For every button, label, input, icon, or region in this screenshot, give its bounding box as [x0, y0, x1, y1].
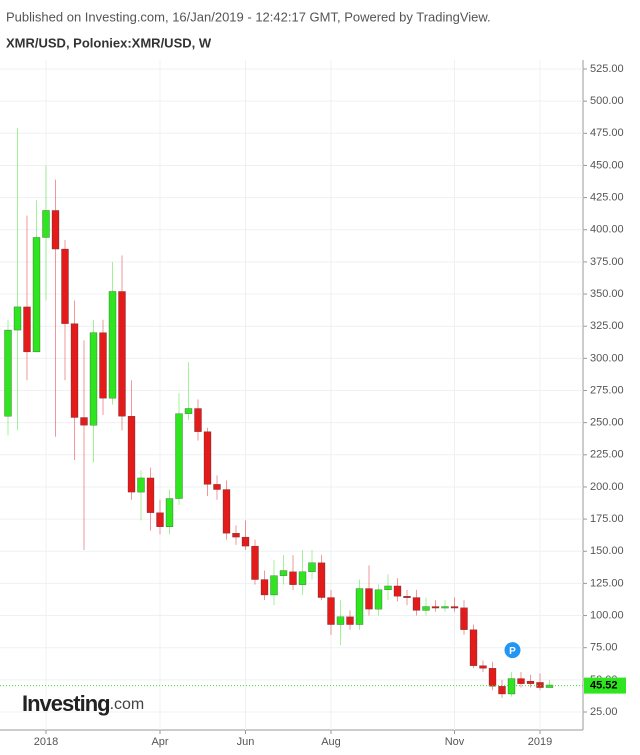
header: Published on Investing.com, 16/Jan/2019 … [6, 9, 491, 24]
candle-body [393, 585, 402, 597]
candle-body [346, 616, 354, 625]
candle-body [488, 668, 497, 687]
x-tick-label: Nov [445, 736, 465, 748]
y-tick-label: 200.00 [590, 481, 624, 493]
y-tick-label: 75.00 [590, 642, 618, 654]
candle-body [23, 306, 31, 353]
chart-title: XMR/USD, Poloniex:XMR/USD, W [6, 35, 212, 50]
x-tick-label: 2019 [528, 736, 552, 748]
candle-body [536, 682, 544, 688]
y-tick-label: 250.00 [590, 417, 624, 429]
candle-body [232, 533, 240, 538]
watermark-text: Investing [22, 691, 110, 716]
candle-body [61, 248, 69, 324]
candle-body [4, 329, 12, 417]
candle-body [479, 665, 487, 669]
candle-body [89, 332, 98, 426]
candle-body [146, 477, 155, 513]
candle-body [317, 562, 326, 598]
y-tick-label: 450.00 [590, 159, 624, 171]
y-tick-label: 150.00 [590, 545, 624, 557]
candle-body [517, 678, 525, 684]
candle-body [308, 562, 316, 572]
candle-body [422, 606, 430, 611]
candle-body [203, 431, 212, 485]
candle-body [469, 629, 478, 666]
candle-body [460, 607, 468, 630]
candle-body [70, 323, 79, 418]
event-marker [504, 642, 521, 659]
y-tick-label: 525.00 [590, 63, 624, 75]
candle-body [450, 606, 459, 609]
y-tick-label: 325.00 [590, 320, 624, 332]
candle-body [165, 498, 174, 527]
candle-body [99, 332, 107, 399]
candle-body [441, 606, 449, 609]
candle-body [137, 477, 145, 493]
candle-body [194, 408, 202, 432]
candle-body [365, 588, 373, 610]
candle-body [118, 291, 126, 417]
candle-body [80, 417, 88, 426]
candle-body [175, 413, 183, 499]
last-price-box [584, 677, 626, 694]
y-tick-label: 25.00 [590, 706, 618, 718]
candle-body [498, 686, 506, 695]
candle-body [298, 571, 307, 585]
candle-body [260, 579, 269, 596]
candle-body [507, 678, 516, 695]
candle-body [251, 545, 259, 580]
y-tick-label: 100.00 [590, 609, 624, 621]
last-price-label: 45.52 [590, 680, 618, 692]
candle-body [431, 606, 440, 609]
candle-body [374, 589, 383, 610]
x-tick-label: Aug [321, 736, 341, 748]
candle-body [222, 489, 231, 534]
x-tick-label: 2018 [34, 736, 58, 748]
candle-body [336, 616, 345, 625]
y-tick-label: 425.00 [590, 192, 624, 204]
candle-body [213, 484, 221, 490]
watermark-suffix: .com [110, 696, 145, 713]
x-tick-label: Jun [237, 736, 255, 748]
candle-body [32, 237, 41, 353]
y-tick-label: 500.00 [590, 95, 624, 107]
y-tick-label: 225.00 [590, 449, 624, 461]
candle-body [403, 596, 411, 598]
candle-body [327, 597, 335, 625]
x-tick-label: Apr [151, 736, 168, 748]
candle-body [156, 512, 164, 527]
candle-body [42, 210, 50, 238]
y-tick-label: 375.00 [590, 256, 624, 268]
y-tick-label: 125.00 [590, 577, 624, 589]
candle-body [51, 210, 60, 250]
candle-body [241, 536, 250, 547]
candle-body [108, 291, 117, 399]
candle-body [355, 588, 364, 625]
y-tick-label: 275.00 [590, 384, 624, 396]
y-tick-label: 400.00 [590, 224, 624, 236]
y-tick-label: 300.00 [590, 352, 624, 364]
watermark: Investing.com [22, 691, 144, 716]
candle-body [412, 597, 421, 611]
candle-body [184, 408, 193, 414]
y-tick-label: 350.00 [590, 288, 624, 300]
candle-body [127, 416, 136, 493]
candle-body [279, 570, 288, 576]
candle-body [270, 575, 278, 596]
candle-body [13, 306, 22, 331]
y-tick-label: 175.00 [590, 513, 624, 525]
event-marker-label: P [509, 646, 516, 657]
candle-body [289, 571, 297, 585]
candle-body [526, 680, 535, 684]
y-tick-label: 475.00 [590, 127, 624, 139]
candle-body [545, 684, 554, 688]
candle-body [384, 585, 392, 590]
